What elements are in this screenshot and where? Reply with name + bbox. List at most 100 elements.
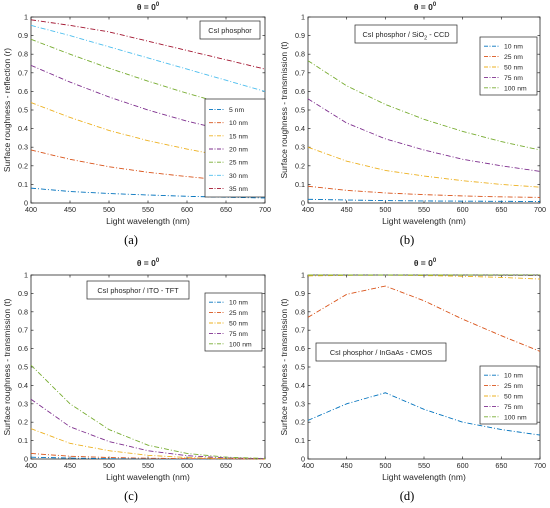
y-tick-label: 0.3 — [18, 399, 28, 408]
chart-title-sup: 0 — [156, 2, 160, 8]
y-axis-label: Surface roughness - reflection (r) — [2, 48, 12, 172]
y-tick-label: 0.5 — [295, 363, 305, 372]
chart-title-sup: 0 — [433, 2, 437, 8]
annotation-box — [354, 24, 458, 44]
x-tick-label: 400 — [25, 461, 37, 470]
y-tick-label: 0.6 — [295, 344, 305, 353]
y-tick-label: 0.6 — [18, 87, 28, 96]
x-tick-label: 400 — [302, 205, 314, 214]
x-tick-label: 400 — [25, 205, 37, 214]
legend-box — [204, 98, 266, 198]
annotation-main: CsI phosphor / InGaAs - CMOS — [330, 348, 432, 357]
y-tick-label: 0.2 — [18, 418, 28, 427]
series-line-25-nm — [30, 453, 266, 460]
series-line-25-nm — [307, 185, 541, 198]
y-axis-label: Surface roughness - transmission (t) — [279, 41, 289, 178]
y-tick-label: 0.9 — [18, 31, 28, 40]
y-tick-label: 0.3 — [18, 143, 28, 152]
x-tick-label: 600 — [457, 461, 469, 470]
legend-label: 5 nm — [229, 107, 244, 114]
y-tick-label: 0.7 — [295, 68, 305, 77]
x-axis-label: Light wavelength (nm) — [382, 472, 466, 482]
x-axis-label: Light wavelength (nm) — [106, 472, 190, 482]
y-tick-label: 1 — [301, 13, 305, 22]
x-tick-label: 650 — [495, 461, 507, 470]
x-tick-label: 650 — [495, 205, 507, 214]
x-tick-label: 600 — [181, 205, 193, 214]
legend-label: 35 nm — [229, 186, 248, 193]
y-tick-label: 0.5 — [18, 106, 28, 115]
x-tick-label: 600 — [457, 205, 469, 214]
panel-label: (d) — [400, 489, 415, 503]
annotation-text: CsI phosphor / ITO - TFT — [97, 286, 179, 295]
panel-a: 400 450 500 550 600 650 700 0 0.1 0.2 0.3 0.4 0.5 0.6… — [2, 2, 271, 247]
legend-label: 20 nm — [229, 147, 248, 154]
y-tick-label: 0.7 — [18, 68, 28, 77]
y-tick-label: 0.8 — [295, 307, 305, 316]
x-tick-label: 550 — [418, 205, 430, 214]
series-line-30-nm — [30, 24, 266, 92]
x-tick-label: 700 — [259, 461, 271, 470]
chart-title: θ = 00 — [137, 258, 160, 268]
y-tick-label: 0.1 — [295, 180, 305, 189]
series-line-100-nm — [30, 364, 266, 459]
series-line-20-nm — [30, 64, 266, 140]
y-tick-label: 0.7 — [295, 326, 305, 335]
chart-title: θ = 00 — [414, 258, 437, 268]
y-tick-label: 0.4 — [295, 381, 305, 390]
x-axis-label: Light wavelength (nm) — [106, 216, 190, 226]
annotation-text: CsI phosphor — [208, 26, 252, 35]
x-tick-label: 400 — [302, 461, 314, 470]
series-line-10-nm — [30, 456, 265, 460]
series-line-5-nm — [30, 187, 266, 199]
series-line-10-nm — [307, 392, 541, 436]
legend-label: 50 nm — [504, 65, 523, 72]
y-tick-label: 0.5 — [295, 106, 305, 115]
x-tick-label: 700 — [534, 205, 546, 214]
y-tick-label: 0.3 — [295, 399, 305, 408]
y-tick-label: 0.8 — [18, 50, 28, 59]
panel-b: 400 450 500 550 600 650 700 0 0.1 0.2 0.3 0.4 0.5 0.6… — [279, 2, 546, 247]
x-tick-label: 450 — [64, 205, 76, 214]
annotation-text: CsI phosphor / InGaAs - CMOS — [330, 348, 432, 357]
chart-title-main: θ = 0 — [137, 2, 156, 12]
x-tick-label: 500 — [379, 461, 391, 470]
legend-label: 100 nm — [504, 414, 527, 421]
panel-d: 400 450 500 550 600 650 700 0 0.1 0.2 0.3 0.4 0.5 0.6… — [279, 258, 546, 503]
y-tick-label: 0.7 — [18, 326, 28, 335]
y-tick-label: 0.4 — [18, 124, 28, 133]
x-tick-label: 500 — [379, 205, 391, 214]
y-tick-label: 0.9 — [18, 289, 28, 298]
annotation-box — [315, 342, 447, 362]
y-tick-label: 0.8 — [295, 50, 305, 59]
series-line-10-nm — [307, 198, 541, 202]
x-tick-label: 450 — [341, 461, 353, 470]
series-line-50-nm — [30, 428, 266, 460]
x-tick-label: 550 — [142, 461, 154, 470]
panel-label: (a) — [124, 233, 138, 247]
x-tick-label: 600 — [181, 461, 193, 470]
x-tick-label: 700 — [259, 205, 271, 214]
chart-title-main: θ = 0 — [414, 2, 433, 12]
legend-label: 25 nm — [229, 160, 248, 167]
x-tick-label: 550 — [418, 461, 430, 470]
annotation-tail: - CCD — [427, 30, 449, 39]
chart-title: θ = 00 — [414, 2, 437, 12]
x-tick-label: 450 — [341, 205, 353, 214]
legend-box — [479, 36, 538, 96]
x-tick-label: 550 — [142, 205, 154, 214]
y-tick-label: 1 — [24, 271, 28, 280]
legend-label: 75 nm — [229, 331, 248, 338]
legend-label: 15 nm — [229, 133, 248, 140]
y-tick-label: 0 — [24, 199, 28, 208]
x-tick-label: 500 — [103, 205, 115, 214]
y-tick-label: 0 — [24, 455, 28, 464]
y-tick-label: 0.1 — [295, 436, 305, 445]
y-tick-label: 0.6 — [18, 344, 28, 353]
legend-label: 25 nm — [504, 54, 523, 61]
chart-title-sup: 0 — [156, 258, 160, 264]
x-tick-label: 650 — [220, 461, 232, 470]
x-tick-label: 450 — [64, 461, 76, 470]
y-tick-label: 0.9 — [295, 289, 305, 298]
